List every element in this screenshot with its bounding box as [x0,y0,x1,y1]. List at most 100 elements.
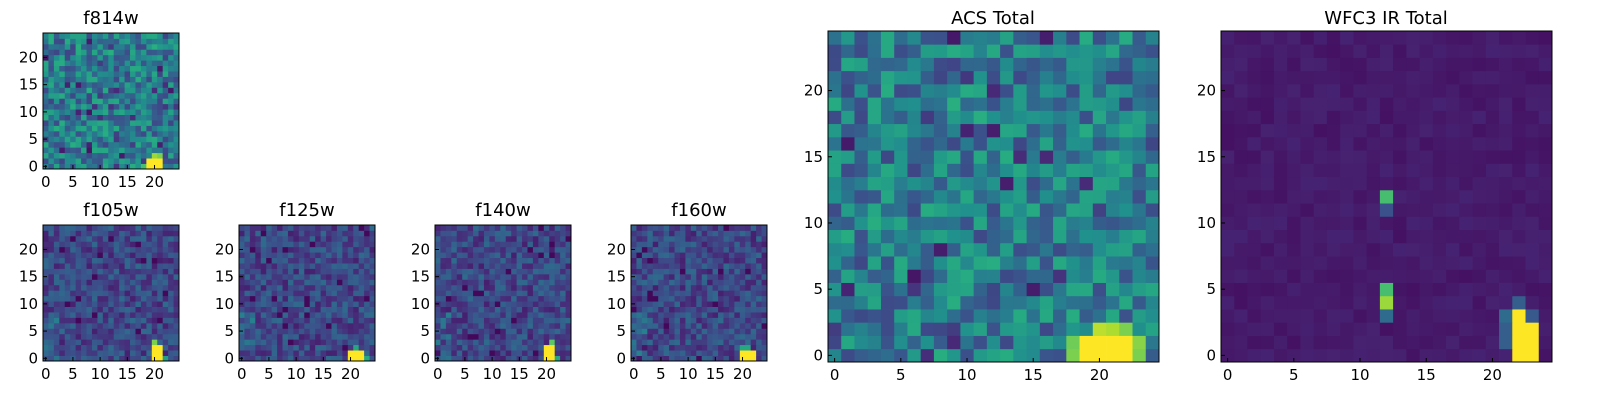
heatmap-cell [244,333,251,340]
heatmap-cell [157,98,164,105]
heatmap-cell [1039,282,1054,297]
heatmap-cell [119,284,125,291]
heatmap-cell [554,230,561,237]
heatmap-cell [75,241,82,248]
heatmap-cell [249,328,256,335]
heatmap-cell [1053,110,1067,125]
heatmap-cell [315,235,321,242]
heatmap-cell [1300,216,1315,230]
heatmap-cell [298,344,305,351]
heatmap-cell [500,279,507,286]
heatmap-cell [97,81,104,88]
heatmap-cell [489,225,496,231]
heatmap-cell [287,268,294,275]
heatmap-cell [146,301,153,307]
heatmap-cell [894,97,908,111]
heatmap-cell [696,290,703,297]
heatmap-cell [712,263,719,269]
plot-frame-f140w [434,224,572,362]
heatmap-cell [1512,97,1526,111]
heatmap-cell [70,38,77,45]
heatmap-cell [97,252,104,259]
heatmap-cell [712,230,719,237]
plot-frame-acs-total [827,30,1160,363]
heatmap-cell [652,344,659,351]
heatmap-cell [560,312,566,318]
heatmap-cell [86,163,93,170]
heatmap-cell [135,284,142,291]
x-tick-label: 20 [537,365,556,383]
heatmap-cell [124,235,131,242]
heatmap-cell [124,87,131,94]
heatmap-cell [168,136,174,143]
heatmap-cell [369,284,376,291]
heatmap-cell [239,322,245,329]
heatmap-cell [707,328,713,335]
heatmap-cell [1393,97,1407,111]
heatmap-cell [1313,309,1328,323]
heatmap-cell [91,273,98,280]
heatmap-cell [685,306,692,313]
heatmap-cell [554,312,561,318]
heatmap-cell [516,322,523,329]
heatmap-cell [347,268,354,275]
heatmap-cell [718,312,724,318]
heatmap-cell [1406,136,1420,151]
heatmap-cell [652,317,659,324]
heatmap-cell [293,306,300,313]
heatmap-cell [162,317,169,324]
heatmap-cell [549,273,556,280]
heatmap-cell [538,317,545,324]
heatmap-cell [162,33,169,39]
heatmap-cell [560,263,566,269]
heatmap-cell [1132,256,1147,270]
heatmap-cell [173,114,180,121]
heatmap-cell [1234,282,1248,297]
heatmap-cell [986,242,1001,257]
heatmap-cell [933,229,948,244]
heatmap-cell [718,317,724,324]
heatmap-cell [140,81,147,88]
heatmap-cell [108,87,115,94]
heatmap-cell [364,328,370,335]
heatmap-cell [70,147,77,154]
heatmap-cell [1287,348,1301,363]
heatmap-cell [696,268,703,275]
heatmap-cell [679,284,686,291]
heatmap-cell [336,295,343,302]
heatmap-cell [64,33,71,39]
heatmap-cell [641,295,648,302]
heatmap-cell [511,225,517,231]
heatmap-cell [64,87,71,94]
heatmap-cell [549,263,556,269]
heatmap-cell [669,339,675,346]
heatmap-cell [1525,335,1540,350]
heatmap-cell [86,109,93,115]
heatmap-cell [435,263,441,269]
heatmap-cell [347,284,354,291]
heatmap-cell [97,109,104,115]
heatmap-cell [113,306,120,313]
heatmap-cell [97,60,104,67]
heatmap-cell [636,225,643,231]
heatmap-cell [854,269,869,283]
heatmap-cell [369,322,376,329]
heatmap-cell [440,355,447,362]
heatmap-cell [690,273,697,280]
heatmap-cell [48,273,55,280]
heatmap-cell [173,306,180,313]
heatmap-cell [560,322,566,329]
heatmap-cell [108,147,115,154]
heatmap-cell [162,71,169,77]
heatmap-cell [277,252,283,259]
heatmap-cell [59,163,66,170]
heatmap-cell [173,312,180,318]
heatmap-cell [260,328,267,335]
heatmap-cell [124,60,131,67]
heatmap-cell [1472,150,1487,164]
heatmap-cell [1432,242,1447,257]
heatmap-cell [119,273,125,280]
heatmap-cell [652,230,659,237]
heatmap-cell [271,350,278,356]
